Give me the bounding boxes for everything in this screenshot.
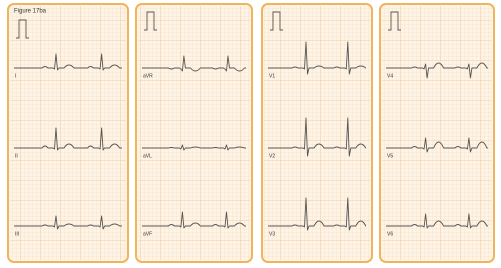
ecg-figure: Figure 17ba IIIIIIaVRaVLaVFV1V2V3V4V5V6 — [0, 0, 501, 268]
lead-label: III — [15, 231, 19, 237]
page: {"figure_label": "Figure 17ba", "panels"… — [0, 0, 501, 268]
lead-label: II — [15, 153, 18, 159]
lead-label: V6 — [387, 231, 393, 237]
lead-label: V2 — [269, 153, 275, 159]
lead-label: V1 — [269, 73, 275, 79]
lead-label: V4 — [387, 73, 393, 79]
lead-label: I — [15, 73, 16, 79]
figure-label: Figure 17ba — [14, 9, 47, 15]
lead-label: aVL — [143, 153, 152, 159]
panel-grid-lines — [138, 6, 250, 260]
panel-grid-lines — [10, 6, 126, 260]
lead-label: aVF — [143, 231, 152, 237]
lead-label: V3 — [269, 231, 275, 237]
lead-label: aVR — [143, 73, 153, 79]
lead-label: V5 — [387, 153, 393, 159]
